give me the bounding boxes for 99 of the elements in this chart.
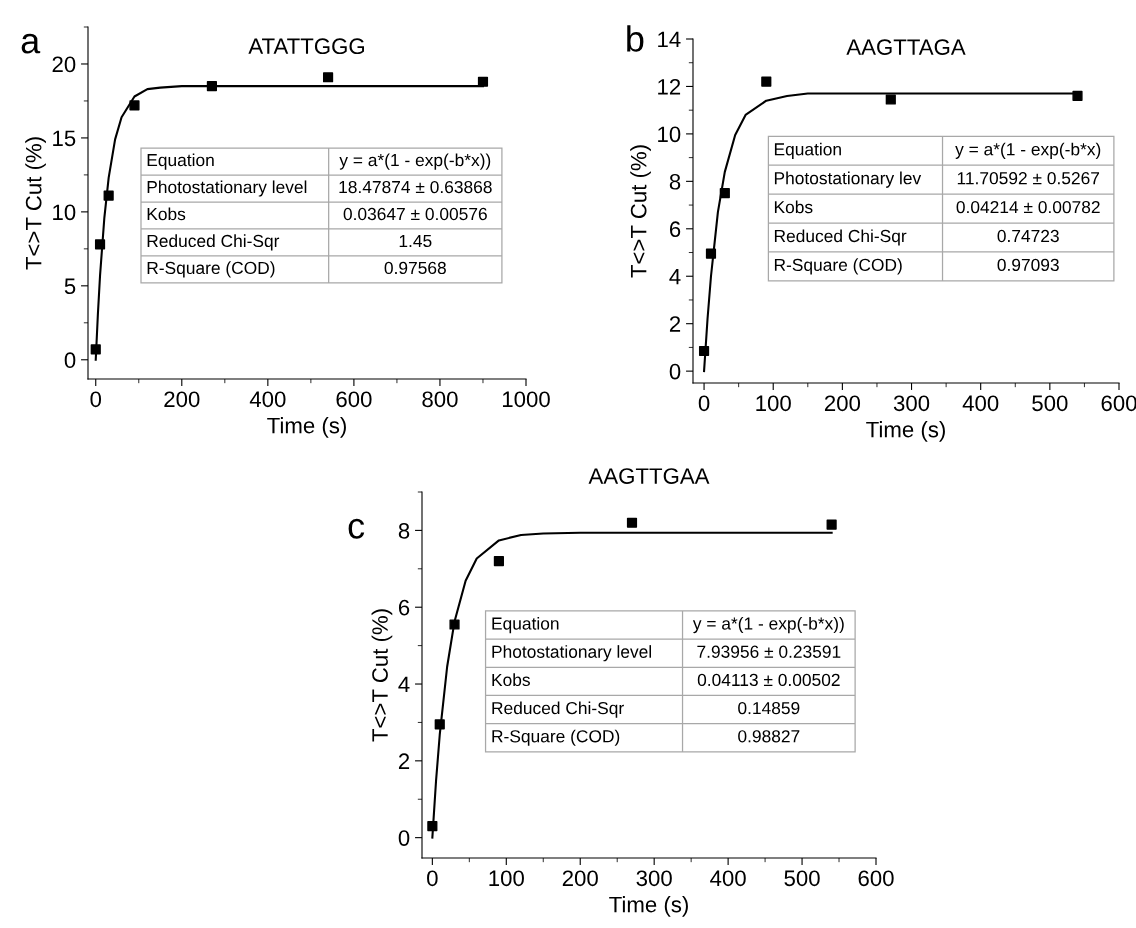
y-tick-label: 12 bbox=[658, 78, 681, 95]
y-axis-title: T<>T Cut (%) bbox=[371, 609, 393, 742]
annotation: R-Square (COD) bbox=[774, 258, 902, 275]
x-tick-label: 200 bbox=[164, 391, 200, 408]
y-tick-label: 15 bbox=[53, 130, 76, 147]
y-tick-label: 14 bbox=[658, 31, 681, 48]
x-tick-label: 500 bbox=[784, 870, 820, 887]
annotation: Reduced Chi-Sqr bbox=[774, 229, 907, 246]
point bbox=[698, 345, 710, 357]
point bbox=[103, 190, 114, 201]
x-axis-title: Time (s) bbox=[267, 417, 346, 438]
point bbox=[719, 188, 730, 199]
y-tick-label: 6 bbox=[669, 221, 681, 238]
annotation: y = a*(1 - exp(-b*x)) bbox=[339, 153, 491, 170]
chart-title: AAGTTAGA bbox=[846, 39, 966, 55]
annotation: Kobs bbox=[147, 207, 186, 221]
x-axis-title: Time (s) bbox=[609, 896, 688, 917]
point bbox=[129, 100, 140, 111]
point bbox=[427, 821, 438, 832]
point bbox=[94, 239, 106, 250]
point bbox=[434, 719, 445, 730]
x-tick-label: 200 bbox=[824, 395, 861, 412]
annotation: Equation bbox=[147, 153, 214, 170]
y-axis-title: T<>T Cut (%) bbox=[25, 137, 46, 270]
y-tick-label: 8 bbox=[398, 522, 410, 539]
point bbox=[626, 517, 638, 528]
point bbox=[705, 248, 717, 259]
annotation: 0.03647 ± 0.00576 bbox=[343, 207, 487, 221]
annotation: 0.97093 bbox=[997, 258, 1059, 272]
chart-title: AAGTTGAA bbox=[588, 468, 710, 484]
text: c bbox=[348, 518, 365, 539]
point bbox=[1072, 90, 1083, 102]
annotation: Photostationary level bbox=[147, 180, 307, 197]
annotation: R-Square (COD) bbox=[147, 261, 275, 278]
annotation: 0.74723 bbox=[997, 229, 1059, 243]
x-tick-label: 200 bbox=[562, 870, 598, 887]
point bbox=[885, 94, 896, 105]
x-tick-label: 100 bbox=[756, 395, 791, 412]
x-tick-label: 300 bbox=[636, 870, 672, 887]
y-tick-label: 0 bbox=[64, 352, 76, 369]
annotation: 0.98827 bbox=[738, 730, 800, 743]
x-tick-label: 1000 bbox=[502, 391, 550, 408]
point bbox=[826, 519, 837, 530]
x-tick-label: 600 bbox=[1101, 395, 1136, 412]
x-tick-label: 400 bbox=[710, 870, 746, 887]
annotation: 1.45 bbox=[399, 235, 432, 248]
annotation: Equation bbox=[492, 616, 559, 634]
y-tick-label: 10 bbox=[53, 204, 76, 221]
annotation: y = a*(1 - exp(-b*x)) bbox=[692, 616, 844, 634]
x-tick-label: 600 bbox=[336, 391, 372, 408]
annotation: 0.14859 bbox=[738, 701, 800, 715]
x-tick-label: 400 bbox=[249, 391, 286, 408]
y-tick-label: 6 bbox=[398, 599, 410, 616]
point bbox=[449, 619, 460, 630]
annotation: 0.04113 ± 0.00502 bbox=[697, 673, 840, 687]
point bbox=[493, 556, 504, 567]
x-tick-label: 300 bbox=[893, 395, 930, 412]
point bbox=[761, 76, 772, 87]
point bbox=[322, 72, 334, 83]
annotation: 11.70592 ± 0.5267 bbox=[957, 172, 1100, 185]
x-axis-title: Time (s) bbox=[866, 421, 945, 442]
annotation: 0.97568 bbox=[384, 261, 446, 275]
y-tick-label: 5 bbox=[64, 278, 76, 295]
x-tick-label: 400 bbox=[962, 395, 999, 412]
y-tick-label: 0 bbox=[398, 830, 410, 846]
annotation: Photostationary level bbox=[492, 645, 652, 662]
y-tick-label: 4 bbox=[669, 269, 681, 285]
text: a bbox=[21, 33, 41, 54]
y-tick-label: 0 bbox=[669, 363, 681, 380]
point bbox=[90, 344, 101, 355]
y-tick-label: 4 bbox=[398, 676, 410, 693]
y-tick-label: 10 bbox=[658, 126, 681, 143]
annotation: R-Square (COD) bbox=[492, 729, 620, 746]
y-tick-label: 20 bbox=[52, 56, 76, 73]
chart-title: ATATTGGG bbox=[248, 38, 364, 55]
annotation: 18.47874 ± 0.63868 bbox=[339, 180, 492, 194]
point bbox=[477, 76, 489, 87]
annotation: 0.04214 ± 0.00782 bbox=[956, 200, 1100, 214]
y-axis-title: T<>T Cut (%) bbox=[630, 145, 651, 278]
x-tick-label: 600 bbox=[858, 870, 894, 887]
x-tick-label: 0 bbox=[698, 395, 710, 412]
x-tick-label: 100 bbox=[489, 870, 524, 887]
x-tick-label: 0 bbox=[90, 391, 102, 408]
annotation: Kobs bbox=[774, 200, 813, 214]
text: b bbox=[627, 25, 644, 52]
annotation: Kobs bbox=[492, 673, 530, 687]
annotation: Reduced Chi-Sqr bbox=[147, 234, 280, 251]
x-tick-label: 500 bbox=[1032, 395, 1068, 412]
annotation: Reduced Chi-Sqr bbox=[492, 701, 624, 718]
annotation: 7.93956 ± 0.23591 bbox=[697, 645, 841, 658]
annotation: y = a*(1 - exp(-b*x) bbox=[955, 142, 1101, 159]
annotation: Photostationary lev bbox=[774, 171, 922, 188]
y-tick-label: 2 bbox=[669, 316, 681, 332]
y-tick-label: 2 bbox=[398, 753, 410, 769]
x-tick-label: 0 bbox=[427, 870, 438, 887]
x-tick-label: 800 bbox=[422, 391, 458, 408]
y-tick-label: 8 bbox=[669, 173, 681, 190]
annotation: Equation bbox=[774, 142, 841, 159]
point bbox=[206, 81, 218, 92]
